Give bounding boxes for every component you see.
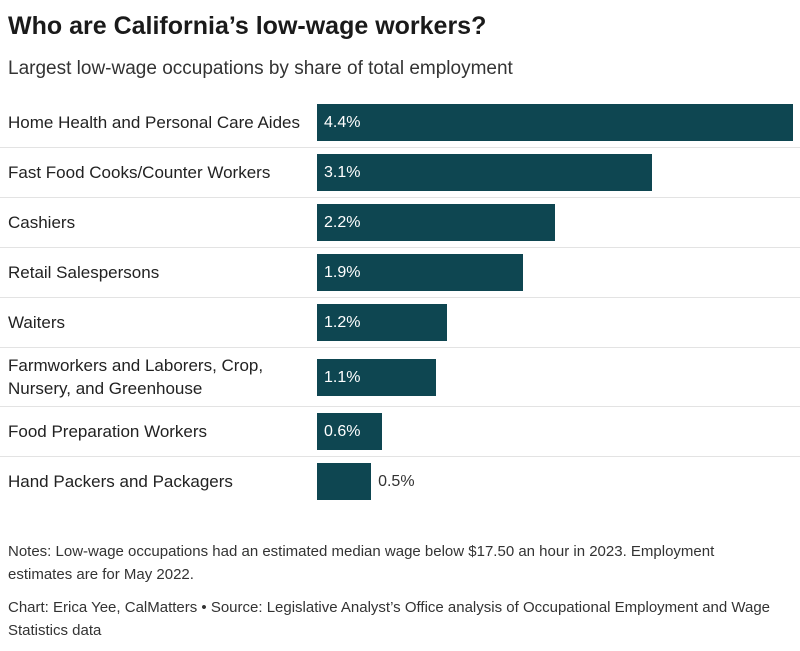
bar xyxy=(317,304,447,341)
bar-row: Home Health and Personal Care Aides 4.4% xyxy=(0,98,800,148)
category-label: Fast Food Cooks/Counter Workers xyxy=(8,163,271,182)
bar-row: Farmworkers and Laborers, Crop, Nursery,… xyxy=(0,348,800,407)
bar-row: Waiters 1.2% xyxy=(0,298,800,348)
value-label: 0.6% xyxy=(324,423,361,440)
credits: Chart: Erica Yee, CalMatters • Source: L… xyxy=(8,599,771,639)
notes: Notes: Low-wage occupations had an estim… xyxy=(8,543,715,583)
category-label: Food Preparation Workers xyxy=(8,422,208,441)
bar-track: 3.1% xyxy=(317,154,793,191)
bar-row: Food Preparation Workers 0.6% xyxy=(0,407,800,457)
bar-row: Cashiers 2.2% xyxy=(0,198,800,248)
value-label: 1.9% xyxy=(324,264,361,281)
bar-track: 2.2% xyxy=(317,204,793,241)
bar xyxy=(317,254,523,291)
value-label: 3.1% xyxy=(324,164,361,181)
bar xyxy=(317,358,436,396)
bar-row: Fast Food Cooks/Counter Workers 3.1% xyxy=(0,148,800,198)
bar-row: Retail Salespersons 1.9% xyxy=(0,248,800,298)
bar-track: 0.6% xyxy=(317,413,793,450)
bar xyxy=(317,154,653,191)
value-label: 0.5% xyxy=(378,473,415,490)
chart-subtitle: Largest low-wage occupations by share of… xyxy=(8,58,513,79)
bar xyxy=(317,413,382,450)
value-label: 1.2% xyxy=(324,314,361,331)
bar xyxy=(317,104,793,141)
value-label: 1.1% xyxy=(324,368,361,386)
bar xyxy=(317,204,555,241)
category-label: Retail Salespersons xyxy=(8,263,160,282)
category-label: Hand Packers and Packagers xyxy=(8,472,233,491)
category-label: Waiters xyxy=(8,313,65,332)
bar-rows: Home Health and Personal Care Aides 4.4% F… xyxy=(0,98,800,506)
bar-row: Hand Packers and Packagers 0.5% xyxy=(0,457,800,506)
bar-track: 1.2% xyxy=(317,304,793,341)
category-label: Farmworkers and Laborers, Crop, Nursery,… xyxy=(8,356,264,398)
bar-track: 1.1% xyxy=(317,358,793,396)
category-label: Cashiers xyxy=(8,213,76,232)
bar-track: 4.4% xyxy=(317,104,793,141)
bar xyxy=(317,463,372,500)
bar-track: 1.9% xyxy=(317,254,793,291)
chart-title: Who are California’s low-wage workers? xyxy=(8,12,487,40)
value-label: 4.4% xyxy=(324,114,361,131)
value-label: 2.2% xyxy=(324,214,361,231)
bar-track: 0.5% xyxy=(317,463,793,500)
category-label: Home Health and Personal Care Aides xyxy=(8,113,300,132)
